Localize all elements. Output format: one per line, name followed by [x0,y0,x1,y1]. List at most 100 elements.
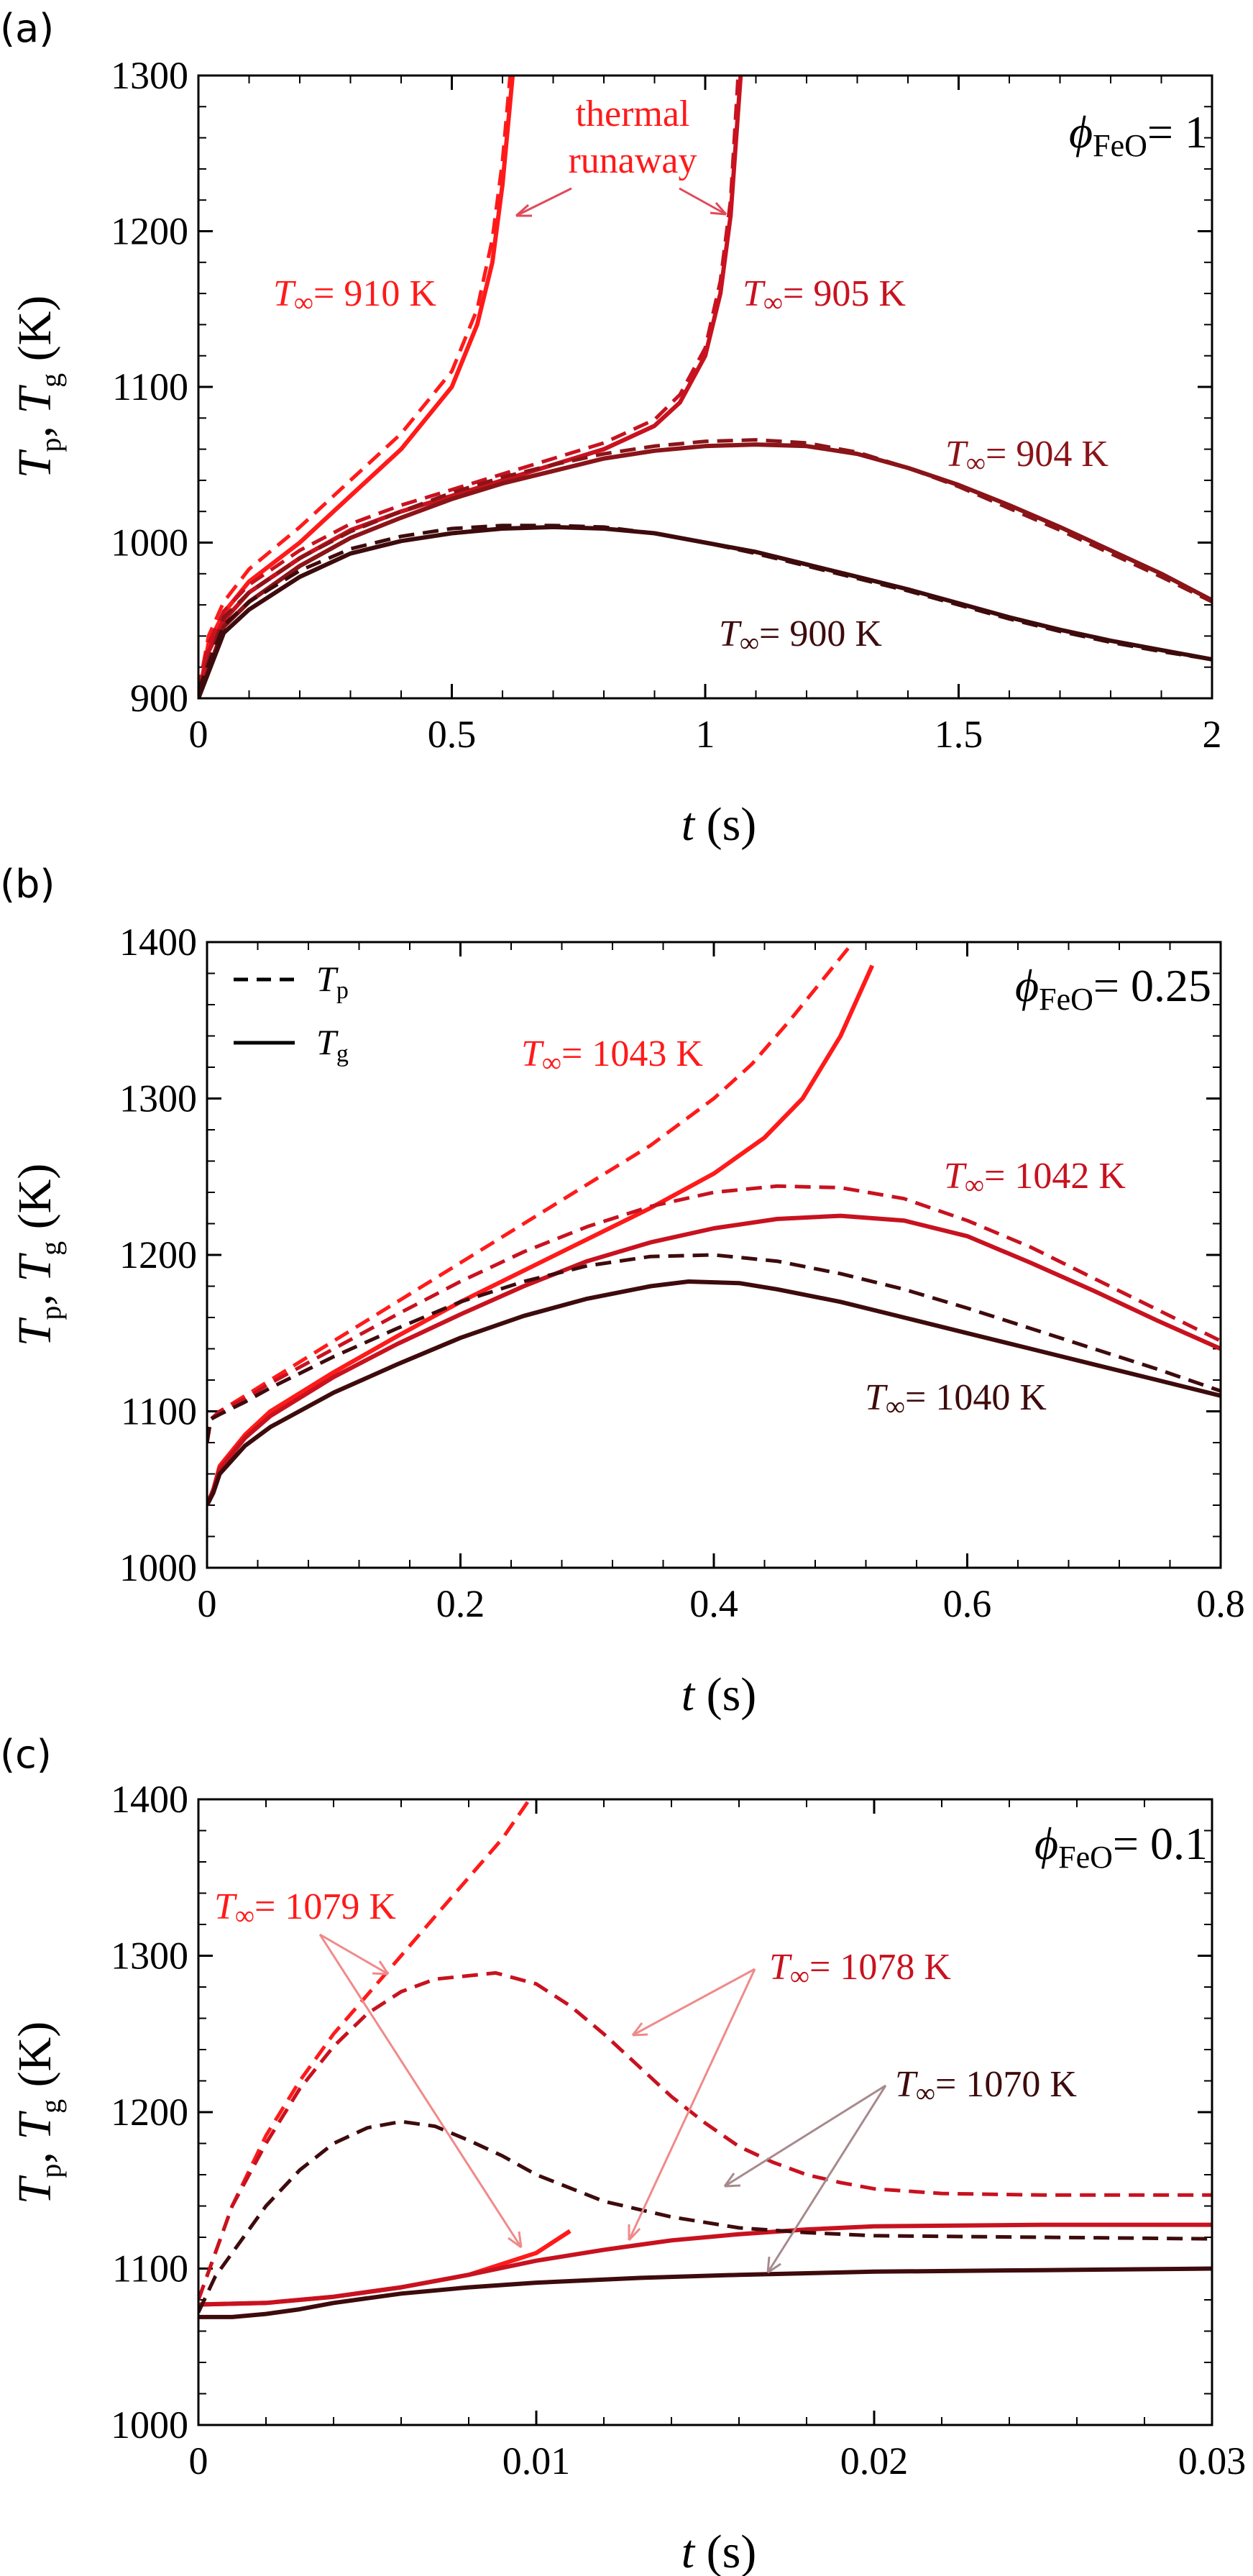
panel-c-xtick-label: 0.02 [840,2439,909,2483]
panel-c: (c) 0 0.01 0.02 0.03 1000 1100 1200 1300 1400 t … [0,1732,1246,2576]
panel-c-xlabel: t (s) [681,2526,757,2576]
panel-c-plot: 0 0.01 0.02 0.03 1000 1100 1200 1300 1400 [111,1778,1246,2483]
panel-c-xtick-label: 0.01 [502,2439,571,2483]
label-a-910: T∞= 910 K [273,273,436,318]
annotation-runaway: runaway [568,140,697,181]
panel-a-xtick-label: 0 [189,713,208,756]
panel-a-xtick-label: 1.5 [935,713,983,756]
panel-b-xtick-label: 0.6 [943,1582,992,1625]
panel-a-frame [197,74,1213,700]
panel-c-series-2-Tp-dashed [198,2119,1212,2314]
arrows-1070 [723,2084,887,2274]
panel-b: (b) 0 0.2 0.4 0.6 0.8 1000 1100 1200 1300 1400 t … [0,862,1245,1721]
panel-a-ytick-label: 1000 [111,521,188,565]
panel-a-xtick-label: 2 [1203,713,1222,756]
panel-a-series-3-Tp-dashed [198,524,1212,692]
panel-c-ytick-label: 1100 [112,2247,188,2290]
panel-c-frame [197,1798,1213,2426]
panel-b-xtick-label: 0 [198,1582,217,1625]
panel-b-ytick-label: 1400 [119,921,197,964]
panel-c-xtick-label: 0 [189,2439,208,2483]
label-c-1078: T∞= 1078 K [769,1947,951,1991]
panel-a-phi-label: ϕFeO= 1 [1069,106,1208,163]
panel-b-series-1-Tg-solid [207,1213,1221,1507]
legend-solid-label: Tg [316,1022,349,1067]
arrowhead-1078-dashed [631,2022,648,2037]
arrowhead-1070-solid [766,2256,781,2274]
panel-a-ytick-label: 1300 [111,54,188,97]
panel-b-ytick-label: 1200 [119,1233,197,1276]
label-a-905: T∞= 905 K [743,273,906,318]
label-c-1079: T∞= 1079 K [214,1886,396,1931]
panel-c-phi-label: ϕFeO= 0.1 [1034,1818,1208,1875]
arrow-1079-to-solid [318,1934,523,2248]
arrow-1070-to-dashed [724,2084,886,2188]
arrowhead-1078-solid [628,2224,641,2242]
panel-a-curves [198,76,1212,698]
panel-a-series-1-Tp-dashed [198,76,740,691]
label-b-1040: T∞= 1040 K [865,1377,1047,1422]
runaway-arrowhead-right [710,202,728,216]
panel-b-xlabel: t (s) [681,1668,757,1721]
arrow-1070-to-solid [766,2085,887,2273]
panel-b-phi-label: ϕFeO= 0.25 [1015,960,1211,1017]
panel-a-ytick-label: 1100 [112,365,188,408]
panel-b-series-1-Tp-dashed [207,1184,1221,1443]
panel-a-plot: 0 0.5 1 1.5 2 900 1000 1100 1200 1300 [111,54,1222,756]
panel-b-ytick-label: 1000 [119,1546,197,1589]
panel-c-curves [198,1799,1212,2319]
panel-b-xtick-label: 0.8 [1196,1582,1245,1625]
panel-c-ytick-label: 1000 [111,2403,188,2447]
legend-dashed-label: Tp [316,959,349,1004]
panel-c-tag: (c) [0,1732,52,1777]
panel-b-ytick-label: 1100 [121,1390,197,1433]
panel-b-plot: 0 0.2 0.4 0.6 0.8 1000 1100 1200 1300 1400 [119,921,1245,1625]
panel-a-series-2-Tp-dashed [198,438,1212,692]
panel-c-series-1-Tg-solid [198,2222,1212,2307]
arrowhead-1079-dashed [372,1960,390,1976]
panel-c-ytick-label: 1300 [111,1935,188,1978]
label-a-900: T∞= 900 K [719,613,882,658]
panel-c-series-2-Tg-solid [198,2266,1212,2319]
panel-a-xtick-label: 0.5 [428,713,477,756]
panel-b-tag: (b) [0,862,55,907]
panel-a-series-0-Tp-dashed [198,76,513,691]
panel-c-ylabel: Tp, Tg (K) [9,2022,67,2205]
panel-c-xtick-label: 0.03 [1178,2439,1247,2483]
panel-b-xtick-label: 0.4 [689,1582,738,1625]
annotation-thermal: thermal [576,93,690,134]
runaway-arrowhead-left [515,204,532,217]
panel-a-ylabel: Tp, Tg (K) [9,296,67,479]
panel-c-series-0-Tp-dashed [198,1799,531,2301]
legend: Tp Tg [234,959,349,1067]
arrows-1078 [628,1968,756,2242]
panel-a-ytick-label: 1200 [111,210,188,253]
panel-b-curves [207,942,1221,1507]
label-b-1043: T∞= 1043 K [521,1033,703,1078]
panel-b-frame [206,941,1222,1569]
panel-a-xlabel: t (s) [681,798,757,851]
runaway-arrow-right [679,187,727,216]
arrow-1078-to-dashed [632,1968,756,2037]
runaway-arrow-left [515,187,572,217]
panel-a-ytick-label: 900 [130,677,188,720]
panel-a: (a) 0 0.5 1 1.5 2 900 1000 1100 1200 1300 t (s) T… [0,6,1222,851]
label-a-904: T∞= 904 K [945,434,1109,478]
panel-b-ylabel: Tp, Tg (K) [9,1164,67,1347]
panel-c-ytick-label: 1200 [111,2091,188,2134]
arrow-1078-to-solid [628,1968,756,2241]
panel-c-ytick-label: 1400 [111,1778,188,1821]
arrowhead-1070-dashed [723,2173,741,2188]
panel-a-series-3-Tg-solid [198,524,1212,698]
panel-a-series-2-Tg-solid [198,442,1212,698]
label-b-1042: T∞= 1042 K [944,1156,1126,1200]
label-c-1070: T∞= 1070 K [895,2064,1077,2109]
panel-b-xtick-label: 0.2 [436,1582,485,1625]
panel-a-tag: (a) [0,6,54,51]
panel-b-series-0-Tp-dashed [207,942,855,1443]
arrow-1079-to-dashed [319,1933,389,1976]
panel-b-ytick-label: 1300 [119,1077,197,1120]
arrowhead-1079-solid [508,2231,523,2249]
panel-b-series-2-Tg-solid [207,1279,1221,1507]
